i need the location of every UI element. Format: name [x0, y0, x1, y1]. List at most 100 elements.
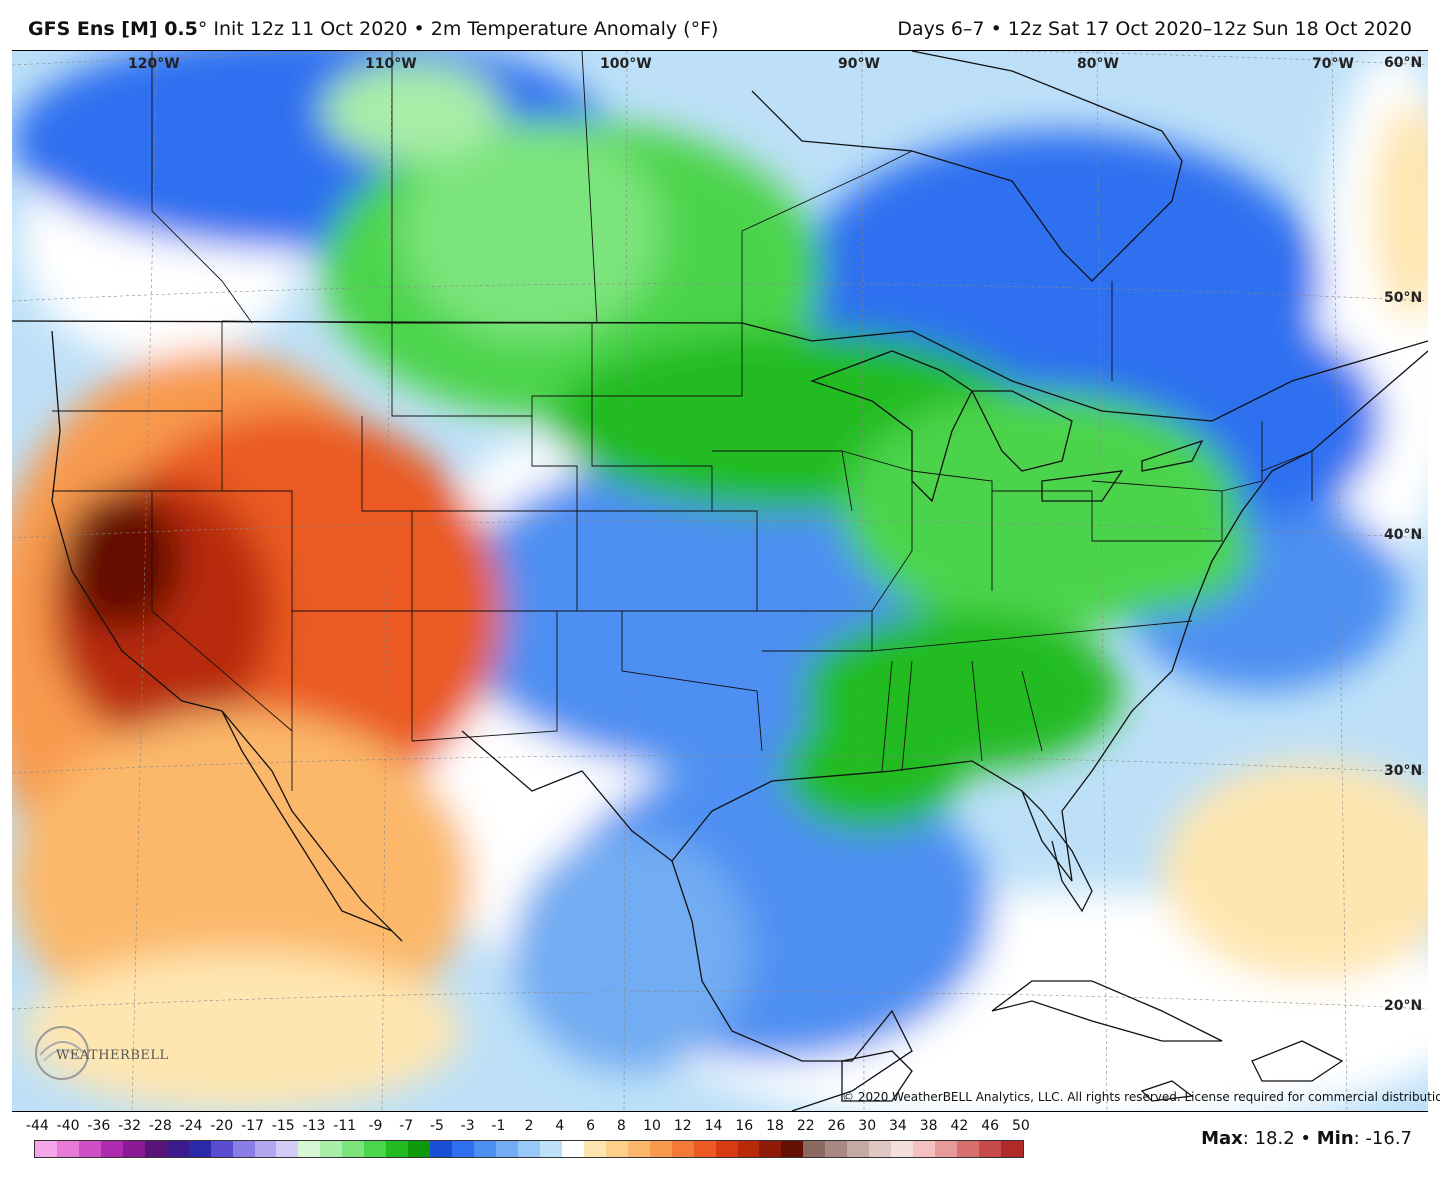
colorbar-swatch	[320, 1141, 343, 1157]
init-time: Init 12z 11 Oct 2020	[207, 18, 408, 40]
lat-label-30n: 30°N	[1384, 763, 1423, 779]
colorbar-tick-label: 26	[827, 1118, 846, 1134]
province-lines	[151, 51, 1113, 381]
colorbar-tick-label: -13	[302, 1118, 326, 1134]
lon-label-80w: 80°W	[1077, 56, 1119, 72]
colorbar-tick-label: 4	[555, 1118, 565, 1134]
colorbar-swatch	[605, 1141, 628, 1157]
lon-label-110w: 110°W	[365, 56, 417, 72]
colorbar-tick-label: -28	[148, 1118, 172, 1134]
copyright-notice: © 2020 WeatherBELL Analytics, LLC. All r…	[842, 1090, 1440, 1104]
valid-time: Days 6–7 • 12z Sat 17 Oct 2020–12z Sun 1…	[897, 18, 1412, 40]
colorbar-swatch	[825, 1141, 848, 1157]
max-label: Max	[1201, 1128, 1243, 1149]
colorbar-tick-label: -1	[491, 1118, 506, 1134]
colorbar-tick-label: 2	[524, 1118, 534, 1134]
colorbar-swatch	[430, 1141, 453, 1157]
colorbar-swatch	[737, 1141, 760, 1157]
colorbar-swatch	[188, 1141, 211, 1157]
lon-label-120w: 120°W	[128, 56, 180, 72]
colorbar-swatch	[452, 1141, 475, 1157]
colorbar-tick-label: 34	[889, 1118, 907, 1134]
colorbar-swatch	[210, 1141, 233, 1157]
lat-label-50n: 50°N	[1384, 290, 1423, 306]
colorbar-tick-label: -44	[25, 1118, 49, 1134]
graticule	[12, 51, 1428, 1111]
map-canvas	[12, 51, 1428, 1111]
colorbar-swatch	[342, 1141, 365, 1157]
colorbar-tick-label: 6	[586, 1118, 596, 1134]
title-separator: •	[407, 18, 431, 40]
colorbar-tick-label: -3	[460, 1118, 475, 1134]
colorbar-swatch	[649, 1141, 672, 1157]
weatherbell-logo	[35, 1026, 89, 1080]
colorbar-swatch	[978, 1141, 1001, 1157]
min-value: : -16.7	[1353, 1128, 1412, 1149]
colorbar-swatch	[583, 1141, 606, 1157]
model-name: GFS Ens [M] 0.5	[28, 18, 198, 40]
colorbar-swatch	[627, 1141, 650, 1157]
colorbar-swatch	[35, 1141, 57, 1157]
colorbar-swatch	[1000, 1141, 1023, 1157]
colorbar-swatch	[935, 1141, 958, 1157]
colorbar-swatch	[957, 1141, 979, 1157]
colorbar-tick-label: 46	[981, 1118, 1000, 1134]
colorbar-swatch	[100, 1141, 123, 1157]
colorbar-swatch	[913, 1141, 936, 1157]
colorbar-swatch	[781, 1141, 804, 1157]
colorbar-tick-label: 14	[704, 1118, 723, 1134]
colorbar-swatch	[408, 1141, 431, 1157]
colorbar-tick-label: -17	[241, 1118, 264, 1134]
colorbar-swatch	[759, 1141, 782, 1157]
lon-label-90w: 90°W	[838, 56, 880, 72]
colorbar-swatch	[671, 1141, 694, 1157]
max-value: : 18.2	[1242, 1128, 1295, 1149]
lat-label-60n: 60°N	[1384, 55, 1423, 71]
max-min-readout: Max: 18.2 • Min: -16.7	[1201, 1128, 1412, 1149]
colorbar-tick-label: 30	[858, 1118, 877, 1134]
anomaly-field	[12, 51, 1428, 1111]
colorbar-tick-label: -32	[118, 1118, 141, 1134]
colorbar-tick-label: 18	[766, 1118, 784, 1134]
colorbar-tick-label: -11	[333, 1118, 357, 1134]
colorbar-swatch	[276, 1141, 299, 1157]
colorbar-ticks: -44 -40 -36 -32 -28 -24 -20 -17 -15 -13 -11 -9 -7 -5-…	[22, 1118, 1036, 1134]
boundaries	[12, 51, 1428, 1111]
colorbar-swatch	[56, 1141, 79, 1157]
degree-suffix: °	[197, 18, 208, 40]
colorbar-swatch	[561, 1141, 584, 1157]
colorbar-tick-label: 12	[673, 1118, 692, 1134]
map-title: GFS Ens [M] 0.5° Init 12z 11 Oct 2020 • …	[28, 18, 718, 40]
colorbar-tick-label: 8	[616, 1118, 626, 1134]
colorbar	[34, 1140, 1024, 1158]
colorbar-tick-label: -5	[429, 1118, 444, 1134]
colorbar-swatch	[891, 1141, 914, 1157]
colorbar-swatch	[517, 1141, 540, 1157]
lon-label-70w: 70°W	[1312, 56, 1354, 72]
colorbar-swatch	[78, 1141, 101, 1157]
colorbar-tick-label: -36	[87, 1118, 111, 1134]
colorbar-tick-label: 42	[950, 1118, 969, 1134]
logo-text: WEATHERBELL	[56, 1048, 169, 1063]
colorbar-swatch	[298, 1141, 321, 1157]
colorbar-swatch	[386, 1141, 409, 1157]
lat-label-40n: 40°N	[1384, 527, 1423, 543]
colorbar-swatch	[803, 1141, 826, 1157]
colorbar-tick-label: -40	[56, 1118, 80, 1134]
colorbar-tick-label: -7	[399, 1118, 414, 1134]
colorbar-tick-label: -20	[210, 1118, 234, 1134]
colorbar-swatch	[122, 1141, 145, 1157]
colorbar-tick-label: 10	[643, 1118, 661, 1134]
colorbar-tick-label: 38	[919, 1118, 938, 1134]
colorbar-swatch	[715, 1141, 738, 1157]
lat-label-20n: 20°N	[1384, 998, 1423, 1014]
colorbar-swatch	[166, 1141, 189, 1157]
max-min-separator: •	[1294, 1128, 1317, 1149]
colorbar-swatch	[474, 1141, 497, 1157]
colorbar-swatch	[869, 1141, 892, 1157]
anomaly-map	[12, 50, 1428, 1112]
colorbar-tick-label: -24	[179, 1118, 203, 1134]
colorbar-swatch	[847, 1141, 870, 1157]
colorbar-swatch	[693, 1141, 716, 1157]
colorbar-tick-label: 22	[796, 1118, 815, 1134]
